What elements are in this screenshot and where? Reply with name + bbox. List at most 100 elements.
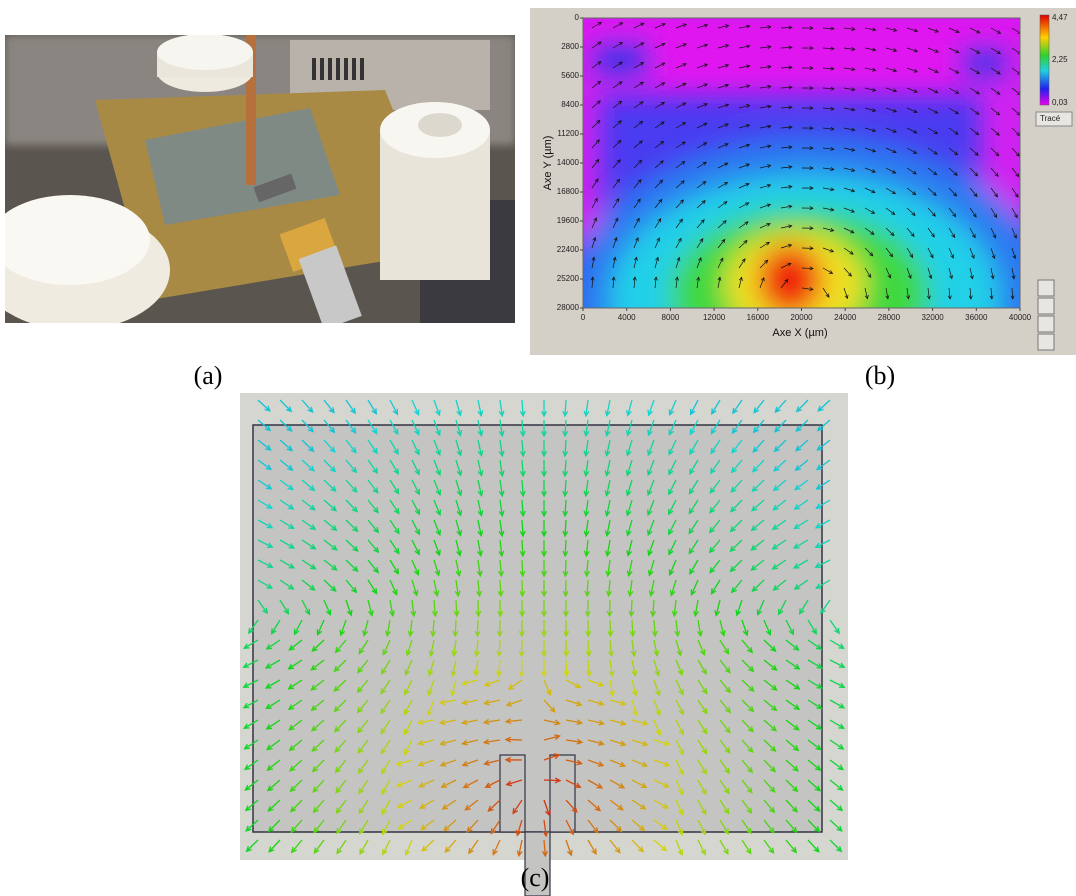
- field-arrow: [439, 739, 457, 746]
- field-arrow: [948, 127, 959, 135]
- field-arrow: [541, 539, 548, 558]
- field-arrow: [654, 140, 665, 149]
- field-arrow: [611, 276, 616, 289]
- field-arrow: [741, 839, 752, 855]
- field-arrow: [843, 47, 856, 52]
- field-arrow: [717, 201, 728, 209]
- field-arrow: [541, 479, 548, 498]
- x-tick-label: 16000: [747, 313, 770, 322]
- tool-button[interactable]: [1037, 297, 1055, 315]
- field-arrow: [843, 287, 849, 300]
- field-arrow: [774, 419, 787, 433]
- field-arrow: [794, 479, 809, 491]
- y-tick-label: 25200: [557, 274, 580, 283]
- field-arrow: [625, 519, 633, 537]
- field-arrow: [815, 499, 831, 510]
- tool-button[interactable]: [1037, 279, 1055, 297]
- field-arrow: [313, 819, 325, 834]
- field-arrow: [864, 67, 877, 72]
- field-arrow: [279, 559, 296, 569]
- field-arrow: [759, 223, 771, 229]
- field-arrow: [822, 66, 835, 71]
- field-arrow: [612, 256, 617, 269]
- field-arrow: [519, 539, 526, 558]
- field-arrow: [543, 777, 562, 784]
- field-arrow: [780, 278, 789, 289]
- field-arrow: [807, 779, 822, 792]
- field-arrow: [397, 819, 413, 830]
- field-arrow: [719, 779, 730, 795]
- field-arrow: [696, 219, 705, 229]
- field-arrow: [719, 699, 732, 714]
- field-arrow: [631, 719, 649, 726]
- field-arrow: [604, 399, 611, 418]
- field-arrow: [738, 44, 751, 49]
- field-arrow: [433, 499, 442, 517]
- field-arrow: [668, 519, 677, 536]
- field-arrow: [717, 63, 730, 69]
- field-arrow: [864, 107, 877, 112]
- field-arrow: [504, 756, 523, 763]
- field-arrow: [433, 539, 441, 557]
- field-arrow: [367, 599, 374, 617]
- field-arrow: [1011, 147, 1020, 157]
- field-arrow: [696, 238, 704, 249]
- field-arrow: [477, 519, 484, 538]
- field-arrow: [785, 739, 800, 752]
- field-arrow: [380, 739, 391, 755]
- field-arrow: [990, 207, 998, 219]
- field-arrow: [633, 81, 644, 89]
- field-arrow: [822, 207, 835, 212]
- field-arrow: [751, 499, 765, 512]
- field-arrow: [696, 257, 702, 269]
- field-arrow: [780, 145, 793, 150]
- field-arrow: [948, 187, 958, 197]
- field-arrow: [675, 679, 684, 696]
- field-arrow: [279, 399, 293, 413]
- field-arrow: [541, 499, 548, 518]
- field-arrow: [543, 753, 561, 761]
- field-arrow: [654, 179, 664, 189]
- field-arrow: [759, 203, 772, 209]
- field-arrow: [416, 719, 435, 726]
- field-arrow: [690, 399, 699, 416]
- field-arrow: [906, 187, 917, 196]
- field-arrow: [519, 599, 526, 618]
- field-arrow: [609, 719, 627, 726]
- field-arrow: [969, 227, 976, 239]
- field-arrow: [647, 439, 655, 457]
- tool-button[interactable]: [1037, 333, 1055, 351]
- field-arrow: [717, 83, 730, 89]
- field-arrow: [288, 719, 303, 731]
- field-arrow: [690, 579, 699, 596]
- field-arrow: [356, 679, 369, 694]
- field-arrow: [541, 839, 548, 858]
- field-arrow: [990, 87, 1001, 95]
- field-arrow: [608, 639, 615, 658]
- field-arrow: [612, 139, 622, 149]
- field-arrow: [780, 125, 793, 130]
- field-arrow: [541, 399, 548, 418]
- field-arrow: [864, 287, 869, 300]
- tool-button[interactable]: [1037, 315, 1055, 333]
- field-arrow: [265, 639, 281, 650]
- field-arrow: [631, 819, 646, 832]
- field-arrow: [496, 639, 503, 658]
- field-arrow: [507, 679, 523, 690]
- field-arrow: [843, 127, 856, 132]
- field-arrow: [279, 519, 295, 530]
- field-arrow: [310, 659, 325, 671]
- patch-outline: [252, 424, 823, 833]
- field-arrow: [651, 619, 658, 638]
- field-arrow: [696, 43, 709, 49]
- field-arrow: [822, 267, 834, 274]
- field-arrow: [591, 80, 602, 89]
- field-arrow: [265, 699, 281, 710]
- field-arrow: [455, 559, 462, 578]
- field-arrow: [843, 167, 856, 172]
- field-arrow: [927, 167, 938, 176]
- field-arrow: [389, 539, 400, 555]
- trace-button[interactable]: [1035, 111, 1073, 127]
- field-arrow: [753, 399, 765, 414]
- field-arrow: [565, 679, 582, 689]
